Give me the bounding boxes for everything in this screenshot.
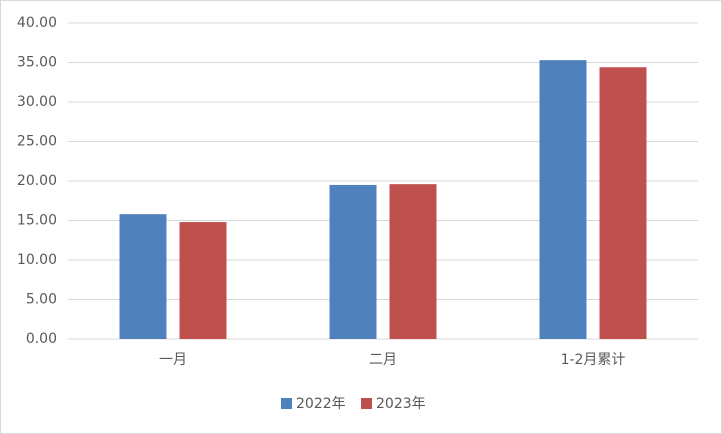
- x-tick-label: 一月: [159, 352, 187, 368]
- y-tick-label: 0.00: [26, 331, 57, 347]
- legend-swatch: [361, 398, 372, 409]
- y-tick-label: 35.00: [17, 55, 57, 71]
- bar: [179, 222, 227, 339]
- y-tick-label: 15.00: [17, 213, 57, 229]
- bar: [539, 60, 587, 339]
- x-tick-label: 1-2月累计: [561, 352, 626, 368]
- x-tick-label: 二月: [369, 352, 397, 368]
- legend-label: 2023年: [376, 396, 426, 412]
- legend-swatch: [281, 398, 292, 409]
- y-tick-label: 40.00: [17, 15, 57, 31]
- y-tick-label: 10.00: [17, 252, 57, 268]
- bar: [329, 184, 377, 339]
- bar: [119, 214, 167, 339]
- legend-label: 2022年: [296, 396, 346, 412]
- y-tick-label: 20.00: [17, 173, 57, 189]
- bar: [599, 67, 647, 340]
- y-tick-label: 25.00: [17, 134, 57, 150]
- y-tick-label: 30.00: [17, 94, 57, 110]
- bar: [389, 184, 437, 339]
- y-tick-label: 5.00: [26, 292, 57, 308]
